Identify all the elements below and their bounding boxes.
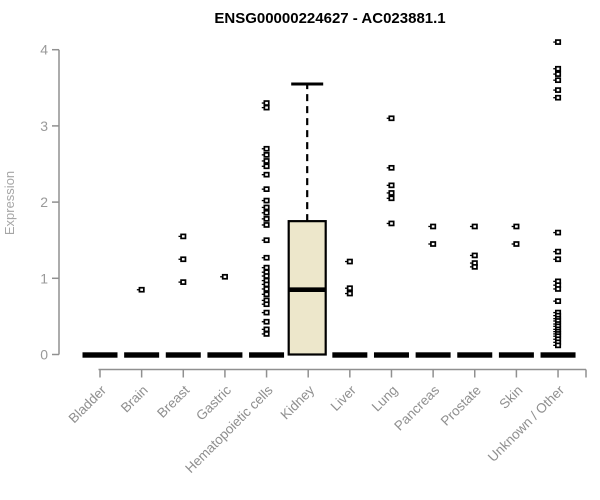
outlier-point	[554, 39, 562, 45]
outlier-point	[263, 104, 270, 111]
outlier-point	[263, 286, 270, 292]
outlier-point	[554, 229, 562, 236]
outlier-point	[263, 209, 270, 216]
x-category-label: Kidney	[278, 382, 318, 422]
outlier-point	[263, 204, 270, 211]
x-category-label: Liver	[328, 382, 360, 414]
chart-title: ENSG00000224627 - AC023881.1	[214, 10, 445, 27]
zero-median-bar	[332, 352, 368, 358]
outlier-point	[388, 182, 395, 189]
x-category-label: Skin	[496, 383, 525, 412]
zero-median-bar	[415, 352, 451, 358]
outlier-point	[388, 115, 395, 122]
outlier-point	[388, 190, 395, 196]
outlier-point	[263, 145, 270, 152]
outlier-point	[263, 100, 270, 106]
outlier-point	[554, 71, 562, 77]
zero-median-bar	[82, 352, 118, 358]
outlier-point	[263, 273, 270, 279]
zero-median-bar	[249, 352, 285, 358]
outlier-point	[180, 233, 187, 240]
outlier-point	[263, 158, 270, 164]
outlier-point	[263, 291, 270, 298]
zero-median-bar	[165, 352, 201, 358]
zero-median-bar	[498, 352, 534, 358]
x-category-label: Pancreas	[391, 382, 442, 433]
outlier-point	[346, 258, 353, 265]
outlier-point	[180, 256, 187, 263]
outlier-point	[554, 342, 562, 349]
outlier-point	[554, 94, 562, 101]
outlier-point	[263, 171, 270, 178]
outlier-point	[388, 195, 395, 202]
outlier-point	[263, 152, 270, 158]
x-category-label: Brain	[118, 383, 151, 416]
outlier-point	[263, 264, 270, 271]
x-category-label: Prostate	[438, 383, 484, 429]
outlier-point	[554, 65, 562, 72]
y-tick-label: 4	[40, 42, 48, 58]
x-category-label: Lung	[369, 383, 401, 415]
outlier-point	[554, 77, 562, 84]
outlier-point	[388, 164, 395, 171]
outlier-point	[554, 87, 562, 93]
y-tick-label: 3	[40, 118, 48, 134]
outlier-point	[263, 254, 270, 261]
zero-median-bar	[540, 352, 576, 358]
outlier-point	[263, 301, 270, 308]
zero-median-bar	[124, 352, 160, 358]
outlier-point	[554, 286, 562, 292]
zero-median-bar	[373, 352, 409, 358]
outlier-point	[221, 273, 228, 280]
outlier-point	[430, 241, 437, 247]
outlier-point	[388, 220, 395, 227]
outlier-point	[180, 279, 187, 285]
y-axis-label: Expression	[2, 171, 17, 235]
outlier-point	[346, 290, 353, 297]
outlier-point	[471, 264, 478, 270]
outlier-point	[263, 163, 270, 170]
outlier-point	[263, 281, 270, 288]
x-category-label: Breast	[154, 382, 192, 420]
outlier-point	[263, 222, 270, 228]
outlier-point	[263, 309, 270, 316]
outlier-point	[263, 216, 270, 222]
outlier-point	[138, 286, 145, 293]
x-category-label: Gastric	[193, 382, 234, 423]
y-tick-label: 2	[40, 194, 48, 210]
outlier-point	[263, 326, 270, 333]
outlier-point	[471, 223, 478, 230]
outlier-point	[554, 248, 562, 255]
outlier-point	[263, 197, 270, 204]
outlier-point	[513, 241, 520, 247]
outlier-point	[554, 256, 562, 263]
outlier-point	[513, 223, 520, 230]
outlier-point	[554, 298, 562, 305]
y-tick-label: 1	[40, 270, 48, 286]
outlier-point	[263, 331, 270, 337]
outlier-point	[263, 237, 270, 244]
outlier-point	[263, 318, 270, 325]
x-category-label: Bladder	[66, 382, 110, 426]
outlier-point	[263, 186, 270, 192]
y-tick-label: 0	[40, 347, 48, 363]
outlier-point	[346, 285, 353, 292]
outlier-point	[471, 252, 478, 259]
zero-median-bar	[457, 352, 493, 358]
x-category-label: Unknown / Other	[485, 382, 568, 465]
zero-median-bar	[207, 352, 243, 358]
outlier-point	[430, 223, 437, 230]
